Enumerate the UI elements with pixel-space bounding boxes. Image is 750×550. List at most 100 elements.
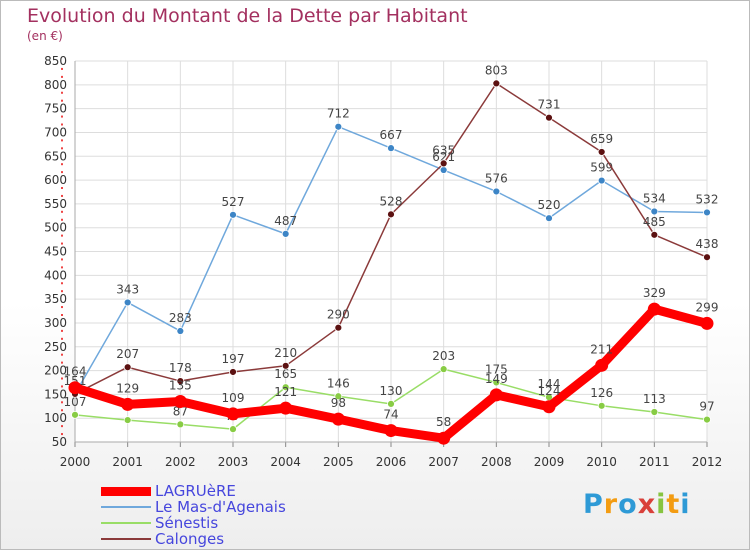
y-minor-tick — [61, 75, 63, 78]
y-tick-label-300: 300 — [44, 316, 67, 330]
y-minor-tick — [61, 425, 63, 428]
y-minor-tick — [61, 163, 63, 166]
data-label-calonges: 290 — [327, 308, 350, 322]
data-point-s-nestis — [703, 415, 711, 424]
y-minor-tick — [61, 115, 63, 118]
data-label-lagru-re: 121 — [274, 385, 297, 399]
data-label-s-nestis: 126 — [590, 386, 613, 400]
y-minor-tick — [61, 242, 63, 245]
data-point-calonges — [281, 361, 290, 370]
legend-item-s-nestis: Sénestis — [101, 514, 286, 532]
x-tick-label-2008: 2008 — [481, 455, 512, 469]
y-minor-tick — [61, 147, 63, 150]
data-point-le-mas-d-agenais — [545, 214, 553, 223]
data-point-le-mas-d-agenais — [176, 327, 185, 335]
data-label-le-mas-d-agenais: 487 — [274, 214, 297, 228]
data-point-s-nestis — [387, 399, 395, 408]
data-point-calonges — [229, 368, 237, 376]
data-label-calonges: 803 — [485, 63, 508, 77]
y-tick-label-600: 600 — [44, 173, 67, 187]
y-minor-tick — [61, 306, 63, 309]
series-lagru-re: 164 129 135 109 121 98 74 58 149 124 211 329 299 — [64, 286, 719, 445]
data-label-le-mas-d-agenais: 667 — [380, 128, 403, 142]
data-point-calonges — [492, 79, 501, 88]
chart-title: Evolution du Montant de la Dette par Hab… — [27, 5, 468, 27]
legend-label-lagru-re: LAGRUèRE — [155, 482, 236, 500]
y-minor-tick — [61, 409, 63, 412]
data-point-lagru-re — [279, 401, 293, 415]
data-point-lagru-re — [226, 407, 240, 421]
y-minor-tick — [61, 210, 63, 213]
y-minor-tick — [61, 337, 63, 340]
data-point-lagru-re — [647, 302, 661, 316]
data-label-lagru-re: 149 — [485, 372, 508, 386]
legend-label-le-mas-d-agenais: Le Mas-d'Agenais — [155, 498, 286, 516]
y-tick-label-250: 250 — [44, 340, 67, 354]
y-minor-tick — [61, 282, 63, 285]
data-point-calonges — [703, 253, 711, 262]
y-tick-label-100: 100 — [44, 411, 67, 425]
y-tick-label-700: 700 — [44, 125, 67, 139]
data-point-le-mas-d-agenais — [703, 208, 711, 217]
data-point-calonges — [123, 363, 132, 372]
data-label-lagru-re: 211 — [590, 342, 613, 356]
data-label-le-mas-d-agenais: 532 — [696, 192, 719, 206]
y-tick-label-850: 850 — [44, 54, 67, 68]
data-label-lagru-re: 299 — [696, 300, 719, 314]
x-tick-label-2012: 2012 — [692, 455, 723, 469]
data-label-s-nestis: 203 — [432, 349, 455, 363]
data-label-calonges: 210 — [274, 346, 297, 360]
data-label-calonges: 197 — [222, 352, 245, 366]
data-label-calonges: 438 — [696, 237, 719, 251]
y-tick-label-500: 500 — [44, 221, 67, 235]
legend-item-le-mas-d-agenais: Le Mas-d'Agenais — [101, 498, 286, 516]
data-label-calonges: 485 — [643, 215, 666, 229]
data-point-lagru-re — [700, 316, 714, 330]
legend-item-calonges: Calonges — [101, 530, 286, 548]
data-point-le-mas-d-agenais — [229, 210, 237, 219]
y-minor-tick — [61, 433, 63, 436]
x-tick-label-2007: 2007 — [428, 455, 459, 469]
y-minor-tick — [61, 123, 63, 126]
data-label-lagru-re: 129 — [116, 381, 139, 395]
data-label-s-nestis: 144 — [538, 377, 561, 391]
data-point-calonges — [439, 159, 448, 168]
x-tick-label-2003: 2003 — [218, 455, 249, 469]
data-point-lagru-re — [173, 395, 187, 409]
data-point-lagru-re — [437, 431, 451, 445]
y-minor-tick — [61, 258, 63, 261]
data-point-calonges — [334, 323, 343, 332]
y-tick-label-350: 350 — [44, 292, 67, 306]
data-point-s-nestis — [123, 416, 132, 424]
y-minor-tick — [61, 91, 63, 94]
data-label-le-mas-d-agenais: 343 — [116, 282, 139, 296]
data-point-lagru-re — [384, 424, 398, 438]
y-tick-label-650: 650 — [44, 149, 67, 163]
y-minor-tick — [61, 377, 63, 380]
data-label-s-nestis: 130 — [380, 384, 403, 398]
y-minor-tick — [61, 314, 63, 316]
data-label-le-mas-d-agenais: 151 — [64, 374, 87, 388]
y-tick-label-750: 750 — [44, 102, 67, 116]
y-minor-tick — [61, 139, 63, 142]
data-point-s-nestis — [650, 408, 659, 416]
x-tick-label-2005: 2005 — [323, 455, 354, 469]
data-label-s-nestis: 107 — [64, 395, 87, 409]
logo-letter: x — [637, 489, 657, 520]
data-label-calonges: 635 — [432, 143, 455, 157]
legend-swatch-calonges — [101, 538, 151, 540]
y-tick-label-450: 450 — [44, 245, 67, 259]
data-point-calonges — [650, 230, 659, 239]
data-point-s-nestis — [281, 383, 290, 392]
y-minor-tick — [61, 290, 63, 293]
data-point-s-nestis — [492, 378, 501, 387]
y-minor-tick — [61, 171, 63, 174]
data-point-s-nestis — [334, 392, 343, 401]
y-tick-label-400: 400 — [44, 268, 67, 282]
legend-swatch-lagru-re — [101, 486, 151, 496]
y-minor-tick — [61, 194, 63, 197]
data-point-le-mas-d-agenais — [281, 229, 290, 238]
